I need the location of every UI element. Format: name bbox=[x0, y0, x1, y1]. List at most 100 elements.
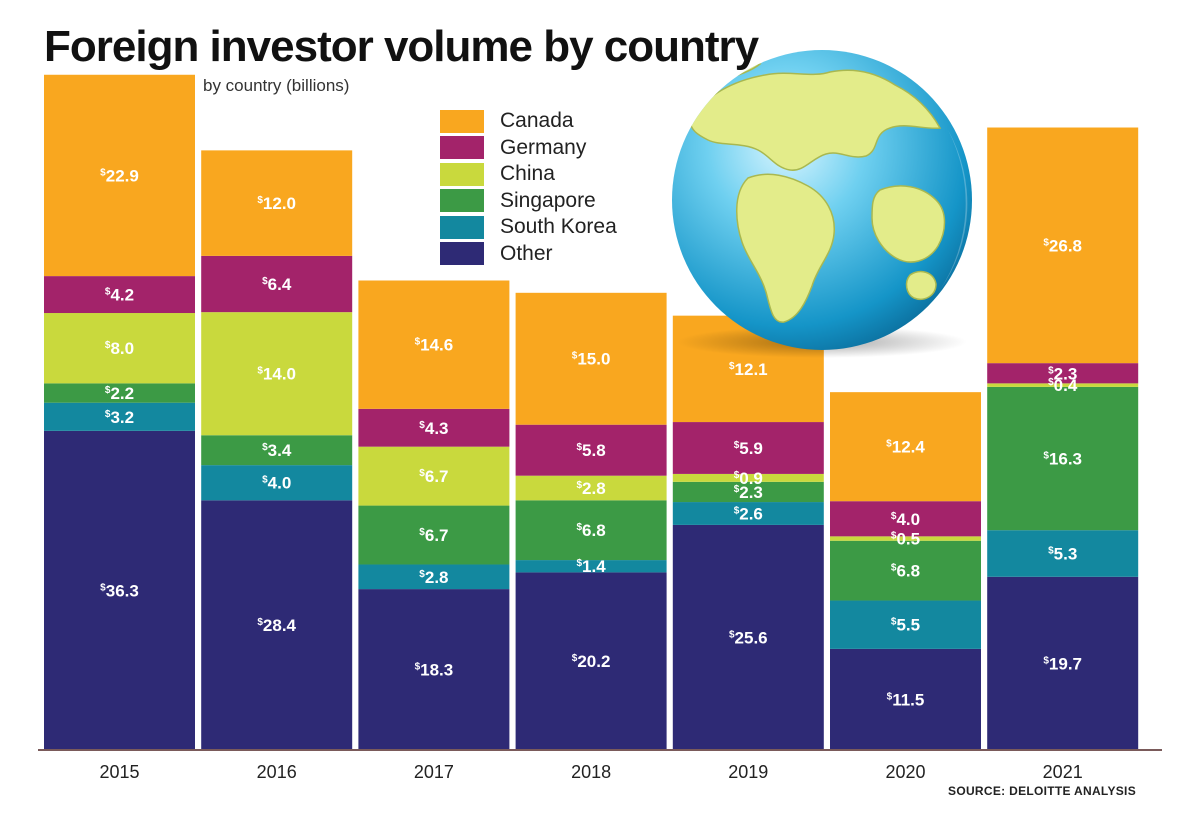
x-tick-labels: 2015 2016 2017 2018 2019 2020 2021 bbox=[99, 762, 1082, 782]
x-tick-label-2016: 2016 bbox=[257, 762, 297, 782]
bar-2018-south-korea bbox=[515, 560, 667, 573]
bar-2017-canada bbox=[358, 280, 510, 409]
data-label-2021-other: $19.7 bbox=[1043, 654, 1082, 673]
bar-2019-singapore bbox=[672, 481, 824, 503]
data-label-2018-germany: $5.8 bbox=[576, 441, 605, 460]
bar-2018-germany bbox=[515, 424, 667, 476]
x-tick-label-2015: 2015 bbox=[99, 762, 139, 782]
source-note: SOURCE: DELOITTE ANALYSIS bbox=[948, 784, 1136, 798]
data-label-2018-singapore: $6.8 bbox=[576, 521, 605, 540]
data-label-2018-south-korea: $1.4 bbox=[576, 557, 606, 576]
bar-2018-china bbox=[515, 475, 667, 501]
data-label-2021-canada: $26.8 bbox=[1043, 236, 1082, 255]
bar-2020-singapore bbox=[830, 540, 981, 601]
legend-item-singapore: Singapore bbox=[440, 188, 617, 215]
bar-2021-south-korea bbox=[987, 530, 1139, 577]
bar-2017-germany bbox=[358, 408, 510, 447]
legend-swatch-canada bbox=[440, 109, 484, 133]
bar-2019-other bbox=[672, 524, 824, 750]
data-label-2015-china: $8.0 bbox=[105, 339, 134, 358]
legend-label-other: Other bbox=[500, 241, 553, 265]
legend-swatch-south-korea bbox=[440, 215, 484, 239]
data-label-2018-canada: $15.0 bbox=[572, 350, 611, 369]
bar-2018-other bbox=[515, 572, 667, 750]
bar-2019-germany bbox=[672, 422, 824, 474]
data-label-2018-other: $20.2 bbox=[572, 652, 611, 671]
data-label-2020-singapore: $6.8 bbox=[891, 562, 920, 581]
bar-2018-singapore bbox=[515, 500, 667, 561]
legend-item-other: Other bbox=[440, 241, 617, 268]
bar-2020-canada bbox=[830, 392, 981, 502]
bar-2020-germany bbox=[830, 501, 981, 537]
data-label-2017-singapore: $6.7 bbox=[419, 526, 448, 545]
bar-2015-china bbox=[44, 313, 195, 384]
bar-2016-germany bbox=[201, 255, 353, 313]
bar-2020-china bbox=[830, 536, 981, 541]
data-label-2017-other: $18.3 bbox=[415, 661, 454, 680]
bar-2016-other bbox=[201, 500, 353, 750]
data-label-2015-singapore: $2.2 bbox=[105, 384, 134, 403]
legend-swatch-singapore bbox=[440, 189, 484, 213]
bar-2016-singapore bbox=[201, 435, 353, 466]
x-tick-label-2019: 2019 bbox=[728, 762, 768, 782]
x-tick-label-2018: 2018 bbox=[571, 762, 611, 782]
bar-2016-canada bbox=[201, 150, 353, 256]
legend-label-singapore: Singapore bbox=[500, 188, 596, 212]
data-label-2017-china: $6.7 bbox=[419, 467, 448, 486]
data-label-2016-singapore: $3.4 bbox=[262, 441, 292, 460]
legend-label-south-korea: South Korea bbox=[500, 215, 617, 239]
bars-layer bbox=[44, 74, 1139, 750]
bar-2015-canada bbox=[44, 74, 195, 277]
legend-swatch-other bbox=[440, 242, 484, 266]
data-label-2020-china: $0.5 bbox=[891, 530, 920, 549]
legend-item-canada: Canada bbox=[440, 108, 617, 135]
data-label-2021-germany: $2.3 bbox=[1048, 364, 1077, 383]
legend-item-germany: Germany bbox=[440, 135, 617, 162]
data-label-2015-south-korea: $3.2 bbox=[105, 408, 134, 427]
data-label-2019-singapore: $2.3 bbox=[734, 483, 763, 502]
data-label-2016-south-korea: $4.0 bbox=[262, 474, 291, 493]
bar-2021-canada bbox=[987, 127, 1139, 364]
legend-label-germany: Germany bbox=[500, 135, 587, 159]
bar-2018-canada bbox=[515, 292, 667, 425]
legend-item-south-korea: South Korea bbox=[440, 214, 617, 241]
x-tick-label-2021: 2021 bbox=[1043, 762, 1083, 782]
legend-swatch-china bbox=[440, 162, 484, 186]
bar-2021-singapore bbox=[987, 386, 1139, 531]
bar-2017-singapore bbox=[358, 505, 510, 565]
x-tick-label-2020: 2020 bbox=[885, 762, 925, 782]
data-label-2017-south-korea: $2.8 bbox=[419, 568, 448, 587]
data-label-2016-germany: $6.4 bbox=[262, 275, 292, 294]
x-tick-label-2017: 2017 bbox=[414, 762, 454, 782]
bar-2021-china bbox=[987, 383, 1139, 387]
data-label-2019-canada: $12.1 bbox=[729, 360, 768, 379]
data-label-2019-china: $0.9 bbox=[734, 469, 763, 488]
legend-item-china: China bbox=[440, 161, 617, 188]
chart-title: Foreign investor volume by country bbox=[44, 22, 759, 71]
globe-icon bbox=[672, 50, 972, 358]
data-label-2017-germany: $4.3 bbox=[419, 419, 448, 438]
legend-label-china: China bbox=[500, 162, 555, 186]
data-label-2016-other: $28.4 bbox=[257, 616, 296, 635]
bar-2015-germany bbox=[44, 276, 195, 314]
bar-2016-china bbox=[201, 312, 353, 436]
data-label-2015-germany: $4.2 bbox=[105, 286, 134, 305]
data-label-2015-canada: $22.9 bbox=[100, 166, 139, 185]
data-label-2018-china: $2.8 bbox=[576, 479, 605, 498]
data-label-2019-germany: $5.9 bbox=[734, 439, 763, 458]
data-label-2017-canada: $14.6 bbox=[415, 336, 454, 355]
data-label-2016-china: $14.0 bbox=[257, 365, 296, 384]
data-label-2021-singapore: $16.3 bbox=[1043, 450, 1082, 469]
bar-2021-other bbox=[987, 576, 1139, 750]
data-label-2021-south-korea: $5.3 bbox=[1048, 544, 1077, 563]
legend-label-canada: Canada bbox=[500, 109, 574, 133]
labels-layer: $36.3 $3.2 $2.2 $8.0 $4.2 $22.9 $28.4 $4.0 $3.4 $… bbox=[100, 166, 1082, 709]
bar-2019-south-korea bbox=[672, 502, 824, 525]
data-label-2020-canada: $12.4 bbox=[886, 438, 925, 457]
bar-2015-south-korea bbox=[44, 402, 195, 431]
bar-2017-other bbox=[358, 589, 510, 750]
data-label-2019-other: $25.6 bbox=[729, 628, 768, 647]
bar-2021-germany bbox=[987, 363, 1139, 384]
